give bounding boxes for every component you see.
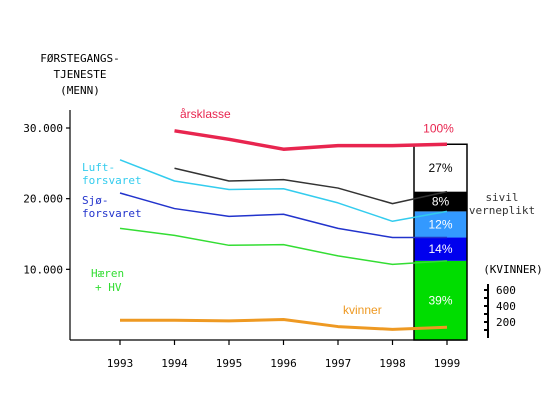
- x-tick-label: 1998: [379, 357, 406, 370]
- stacked-bar-1999: 39% 14% 12% 8% 27% 100%: [413, 121, 468, 341]
- kvinner-axis-tick-label: 400: [496, 300, 516, 313]
- y-axis-title-line: FØRSTEGANGS-: [40, 52, 119, 65]
- bar-segment-label: 12%: [428, 217, 452, 231]
- x-ticks: 1993 1994 1995 1996 1997 1998 1999: [107, 340, 461, 370]
- bar-segment-label: 27%: [428, 161, 452, 175]
- series-label: Sjø-: [82, 194, 109, 207]
- x-tick-label: 1996: [270, 357, 297, 370]
- axes: [69, 110, 466, 341]
- series-labels: årsklasseLuft-forsvaretSjø-forsvaretHære…: [82, 107, 535, 317]
- x-tick-label: 1993: [107, 357, 134, 370]
- y-tick-label: 30.000: [23, 122, 63, 135]
- bar-segment: [414, 237, 467, 261]
- bar-segment-label: 8%: [432, 194, 450, 208]
- kvinner-axis-title: (KVINNER): [483, 263, 543, 276]
- series-label: + HV: [95, 281, 122, 294]
- series-line: [174, 129, 448, 151]
- kvinner-axis-tick-label: 200: [496, 316, 516, 329]
- series-line: [119, 159, 448, 223]
- series-label: forsvaret: [82, 174, 142, 187]
- series-label: Hæren: [91, 267, 124, 280]
- series-line: [119, 192, 447, 239]
- x-tick-label: 1999: [434, 357, 461, 370]
- series-lines: [119, 129, 448, 331]
- series-label: Luft-: [82, 161, 115, 174]
- annotation-sivil-line: verneplikt: [469, 204, 535, 217]
- y-tick-label: 10.000: [23, 263, 63, 276]
- bar-top-label: 100%: [423, 121, 454, 135]
- series-line: [120, 318, 448, 331]
- series-line: [119, 227, 448, 266]
- y-axis-title-line: TJENESTE: [54, 68, 107, 81]
- bar-segment-label: 14%: [428, 242, 452, 256]
- kvinner-axis-tick-label: 600: [496, 284, 516, 297]
- y-axis-title-line: (MENN): [60, 84, 100, 97]
- annotation-sivil-line: sivil: [485, 191, 518, 204]
- series-label: årsklasse: [180, 107, 231, 121]
- bar-segment-label: 39%: [428, 293, 452, 307]
- x-tick-label: 1994: [161, 357, 188, 370]
- bar-segment: [414, 144, 467, 192]
- y-axis-title: FØRSTEGANGS- TJENESTE (MENN): [40, 52, 119, 97]
- series-label: forsvaret: [82, 207, 142, 220]
- y-ticks: 10.000 20.000 30.000: [23, 122, 70, 276]
- kvinner-axis: (KVINNER) 200 400 600: [483, 263, 543, 338]
- y-tick-label: 20.000: [23, 193, 63, 206]
- series-line: [174, 167, 448, 205]
- x-tick-label: 1995: [216, 357, 243, 370]
- series-label: kvinner: [343, 303, 382, 317]
- x-tick-label: 1997: [325, 357, 352, 370]
